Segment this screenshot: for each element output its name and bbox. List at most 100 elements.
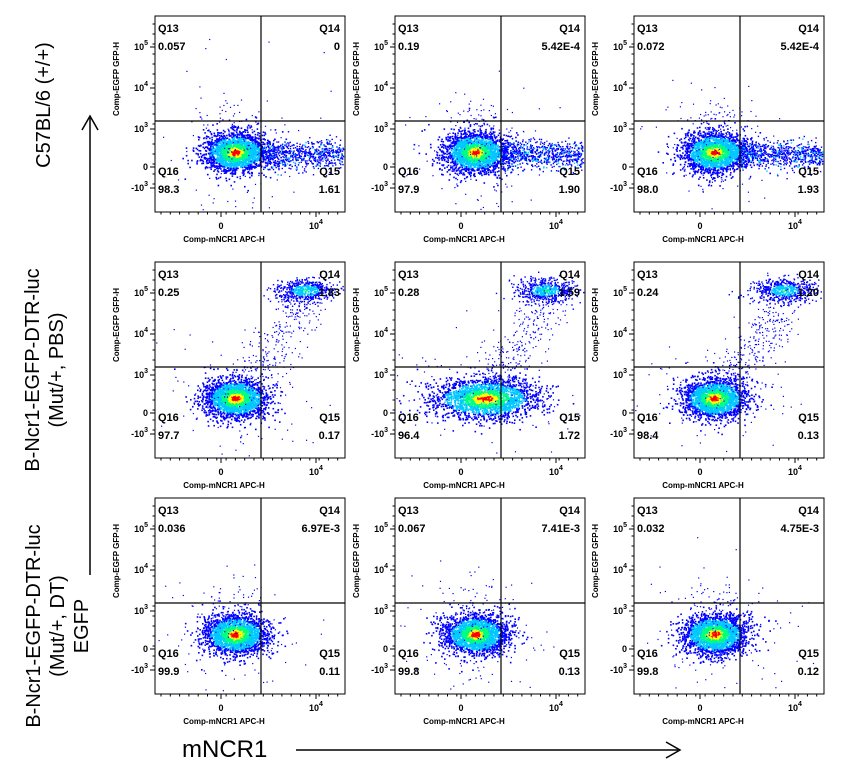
data-point <box>447 133 449 136</box>
data-point <box>461 142 464 144</box>
data-point <box>453 128 455 131</box>
data-point <box>202 162 205 165</box>
data-point <box>276 148 278 150</box>
data-point <box>478 137 481 139</box>
data-point <box>210 144 213 146</box>
data-point <box>219 121 221 123</box>
data-point <box>263 146 266 148</box>
data-point <box>464 139 467 141</box>
data-point <box>464 134 467 136</box>
data-point <box>236 154 238 156</box>
data-point <box>331 145 334 147</box>
data-point <box>436 154 439 157</box>
data-point <box>306 164 308 166</box>
data-point <box>261 134 264 137</box>
data-point <box>231 155 233 157</box>
data-point <box>210 133 213 136</box>
data-point <box>453 160 456 162</box>
data-point <box>211 159 214 161</box>
data-point <box>236 176 239 179</box>
data-point <box>341 150 344 152</box>
data-point <box>211 162 213 165</box>
data-point <box>245 163 248 165</box>
data-point <box>261 154 263 156</box>
data-point <box>278 155 281 157</box>
data-point <box>493 151 496 154</box>
data-point <box>223 141 226 144</box>
data-point <box>292 152 295 154</box>
data-point <box>487 148 490 151</box>
data-point <box>213 162 215 165</box>
data-point <box>214 149 217 151</box>
data-point <box>479 170 482 173</box>
data-points <box>402 70 585 210</box>
data-point <box>447 138 449 141</box>
data-point <box>281 161 284 163</box>
data-point <box>199 159 202 162</box>
quadrant-name-q15: Q15 <box>319 166 340 178</box>
data-point <box>288 167 290 169</box>
data-point <box>292 147 295 149</box>
data-point <box>170 159 172 162</box>
data-point <box>430 146 432 149</box>
data-point <box>304 153 307 155</box>
data-point <box>289 148 292 150</box>
data-point <box>251 166 254 168</box>
data-point <box>233 137 235 140</box>
data-point <box>512 156 514 159</box>
data-point <box>266 165 268 167</box>
data-point <box>477 145 480 147</box>
data-point <box>233 156 236 159</box>
data-point <box>204 146 207 148</box>
data-point <box>460 133 463 136</box>
x-tick-label: 104 <box>309 219 323 231</box>
data-point <box>493 136 496 138</box>
data-point <box>304 150 306 152</box>
data-point <box>210 132 213 135</box>
data-point <box>295 168 297 170</box>
data-point <box>313 153 315 155</box>
data-point <box>241 141 243 143</box>
data-point <box>461 168 464 171</box>
data-point <box>290 154 292 156</box>
data-point <box>238 150 241 153</box>
data-point <box>254 183 257 185</box>
data-point <box>281 151 284 153</box>
data-point <box>308 156 310 158</box>
data-point <box>226 141 228 143</box>
data-point <box>248 157 250 160</box>
data-point <box>257 155 260 158</box>
data-point <box>337 151 339 154</box>
data-point <box>298 172 300 174</box>
data-point <box>309 156 312 158</box>
data-point <box>256 128 259 130</box>
data-point <box>456 139 459 142</box>
data-point <box>212 142 214 145</box>
data-point <box>227 128 229 130</box>
data-point <box>470 136 472 138</box>
data-point <box>449 145 451 148</box>
data-point <box>239 162 241 165</box>
data-point <box>207 136 210 138</box>
data-point <box>306 154 308 156</box>
data-point <box>276 164 279 166</box>
data-point <box>248 141 250 144</box>
data-point <box>250 138 253 140</box>
data-point <box>214 168 216 171</box>
data-point <box>248 142 251 145</box>
data-point <box>265 146 268 149</box>
data-point <box>284 141 286 143</box>
data-point <box>317 167 320 170</box>
data-point <box>315 159 317 161</box>
data-point <box>470 171 472 173</box>
data-point <box>506 158 508 160</box>
data-point <box>341 154 343 156</box>
data-point <box>312 147 314 149</box>
data-point <box>279 160 281 163</box>
data-point <box>499 162 501 165</box>
data-point <box>243 173 245 175</box>
data-point <box>327 155 330 157</box>
data-point <box>217 140 220 143</box>
data-point <box>273 157 276 159</box>
data-point <box>332 146 334 149</box>
